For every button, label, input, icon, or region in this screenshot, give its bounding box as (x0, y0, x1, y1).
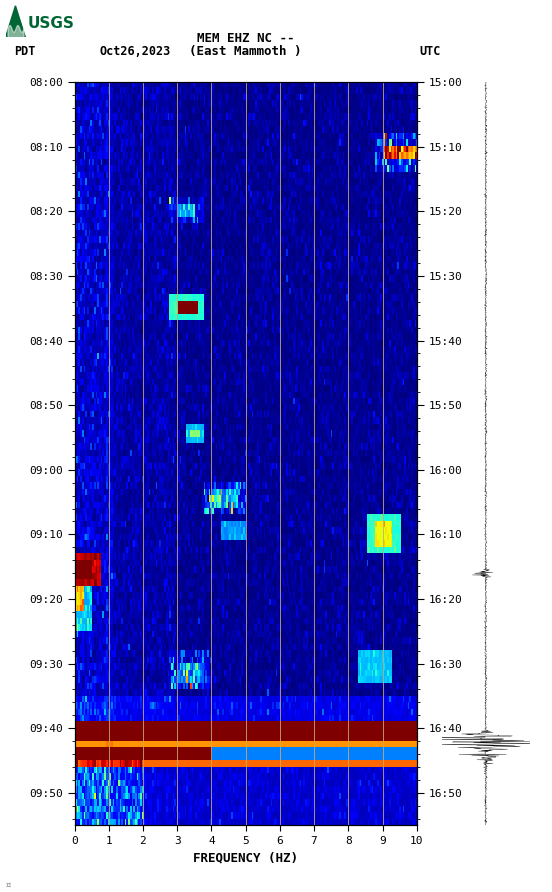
Text: UTC: UTC (420, 45, 441, 58)
Text: USGS: USGS (28, 16, 75, 31)
Text: Oct26,2023: Oct26,2023 (99, 45, 171, 58)
Text: ¤: ¤ (6, 880, 11, 889)
Polygon shape (6, 6, 25, 37)
X-axis label: FREQUENCY (HZ): FREQUENCY (HZ) (193, 851, 298, 864)
Text: PDT: PDT (14, 45, 35, 58)
Text: MEM EHZ NC --: MEM EHZ NC -- (197, 32, 294, 45)
Text: (East Mammoth ): (East Mammoth ) (189, 45, 302, 58)
